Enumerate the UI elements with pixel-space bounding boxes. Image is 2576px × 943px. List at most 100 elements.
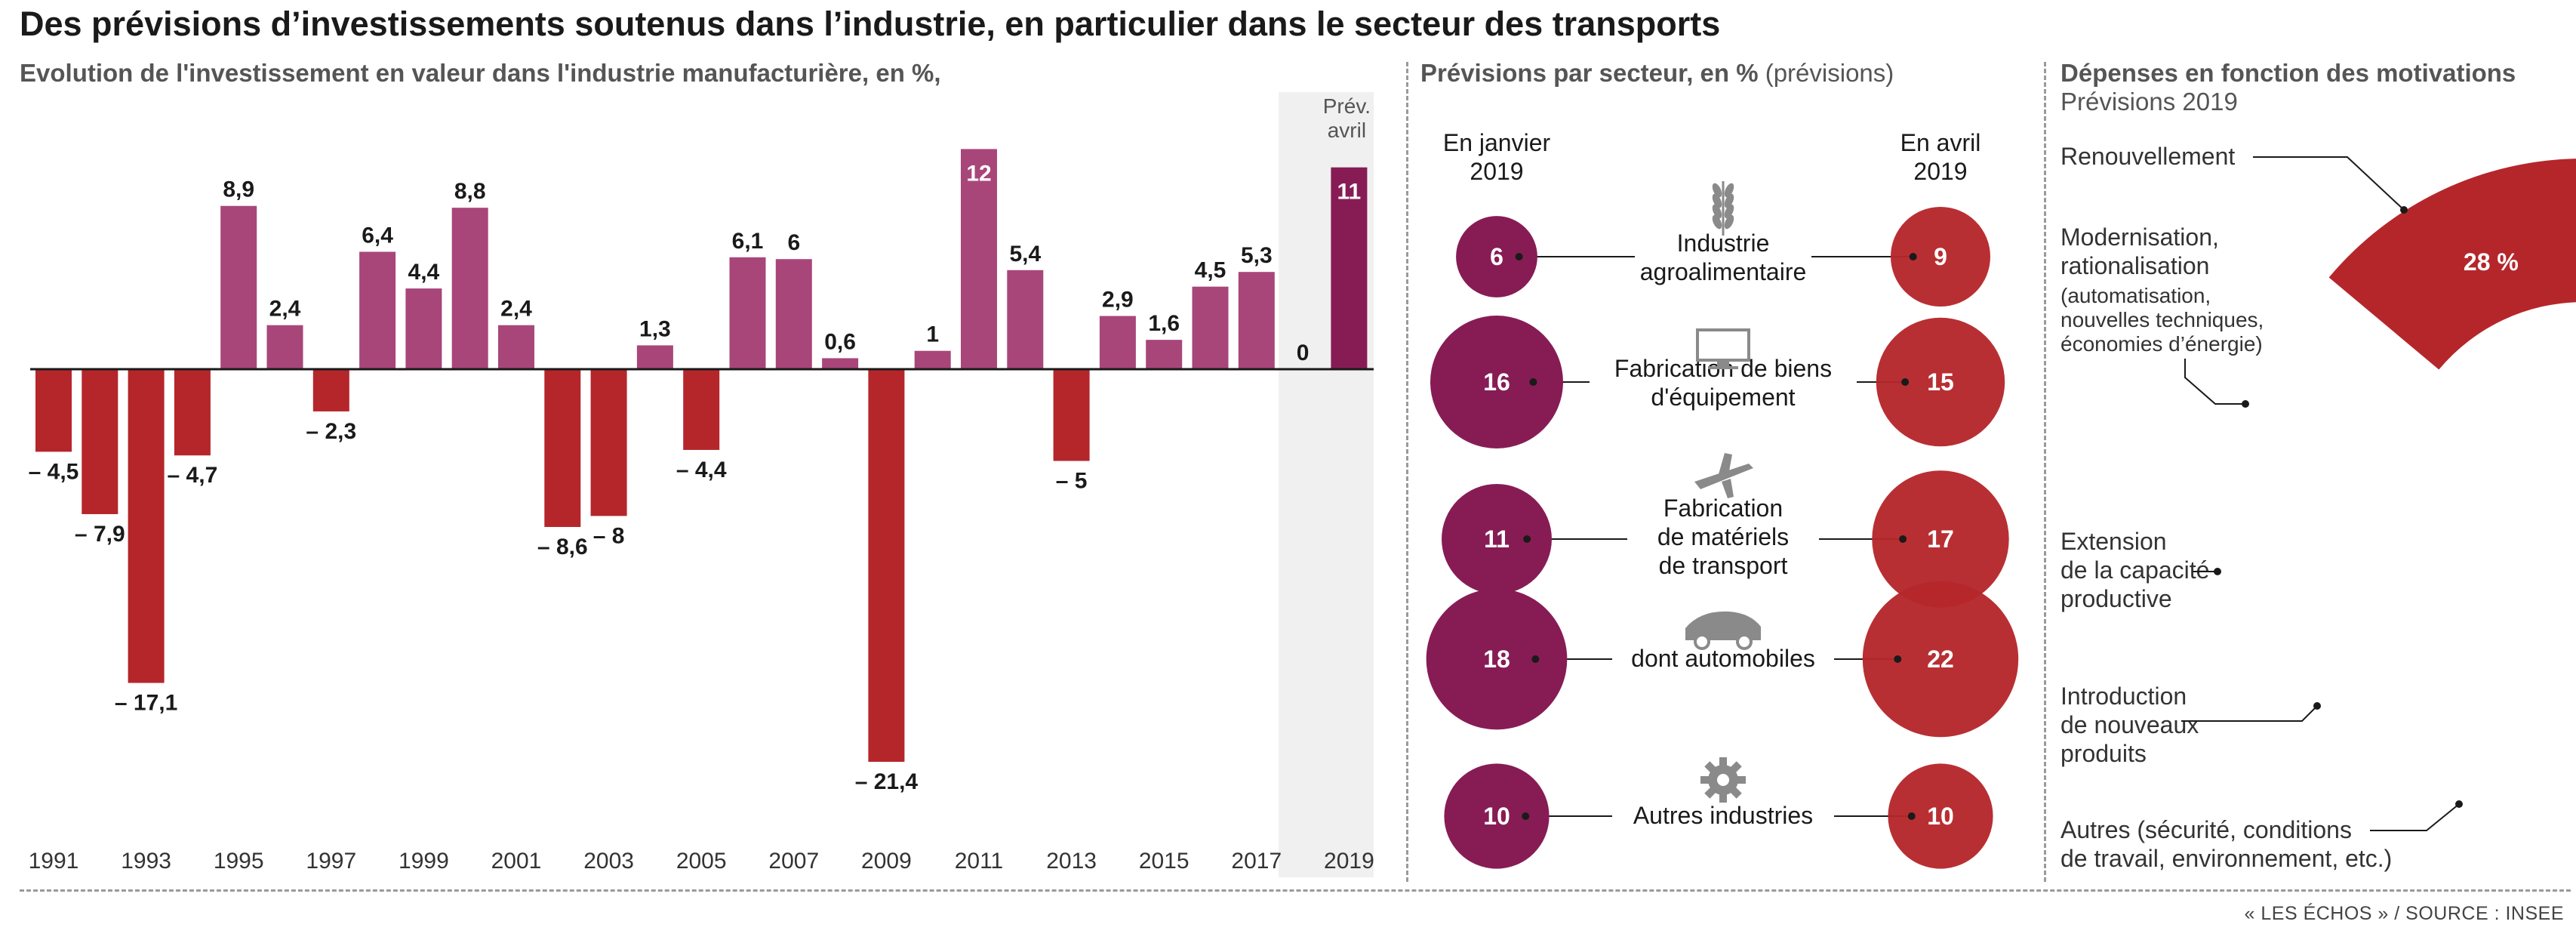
bubble-avril-0 — [1891, 207, 1990, 307]
bar-2010 — [914, 350, 951, 369]
x-tick-label-2009: 2009 — [861, 849, 912, 874]
bubble-value-avril-2: 17 — [1927, 525, 1954, 553]
donut-chart-subtitle-text: Prévisions 2019 — [2060, 88, 2238, 116]
donut-label-2-1: de la capacité — [2060, 556, 2209, 584]
column-header-janvier-line2: 2019 — [1470, 158, 1523, 185]
bar-value-label-2009: – 21,4 — [855, 769, 919, 794]
bubble-janvier-4 — [1444, 763, 1550, 869]
donut-label-2-2: productive — [2060, 585, 2172, 612]
bar-2004 — [636, 345, 673, 369]
bar-2003 — [590, 369, 627, 516]
connector-dot-left-1 — [1529, 378, 1537, 386]
car-icon-wheel — [1736, 633, 1753, 650]
x-tick-label-2017: 2017 — [1231, 849, 1282, 874]
donut-label-1-3: nouvelles techniques, — [2060, 308, 2264, 331]
bar-2002 — [544, 369, 581, 527]
forecast-note-line2: avril — [1328, 119, 1366, 142]
column-header-avril-line2: 2019 — [1913, 158, 1967, 185]
gear-icon-hole — [1717, 774, 1729, 786]
connector-dot-right-2 — [1899, 535, 1907, 543]
bubble-janvier-1 — [1430, 316, 1563, 448]
bubble-avril-3 — [1862, 581, 2019, 738]
bar-2019 — [1331, 167, 1368, 369]
sector-label-2-1: de matériels — [1657, 523, 1789, 550]
connector-dot-left-2 — [1523, 535, 1531, 543]
donut-label-1-0: Modernisation, — [2060, 223, 2219, 251]
column-header-avril-line1: En avril — [1900, 129, 1981, 156]
donut-label-0-0: Renouvellement — [2060, 143, 2235, 170]
footer-divider — [20, 889, 2571, 892]
donut-label-3-0: Introduction — [2060, 683, 2187, 710]
bubble-avril-2 — [1872, 470, 2009, 608]
monitor-icon-stand — [1717, 360, 1729, 366]
bar-value-label-2019: 11 — [1337, 180, 1362, 205]
bubble-janvier-2 — [1442, 484, 1552, 594]
x-tick-label-2015: 2015 — [1139, 849, 1190, 874]
wheat-icon-grain — [1712, 183, 1722, 198]
bar-value-label-2015: 1,6 — [1148, 311, 1180, 336]
bubble-value-janvier-0: 6 — [1490, 243, 1503, 270]
bar-1997 — [312, 369, 349, 411]
x-tick-label-1995: 1995 — [214, 849, 264, 874]
bar-2007 — [775, 259, 812, 369]
bubble-janvier-0 — [1456, 216, 1537, 297]
bar-value-label-2002: – 8,6 — [537, 535, 588, 559]
bar-value-label-1992: – 7,9 — [75, 522, 125, 547]
connector-dot-right-3 — [1894, 655, 1902, 663]
x-tick-label-2005: 2005 — [676, 849, 727, 874]
bar-2014 — [1099, 316, 1136, 369]
bar-1994 — [174, 369, 211, 456]
connector-dot-left-4 — [1522, 812, 1530, 820]
bubble-value-avril-0: 9 — [1934, 243, 1947, 270]
bubble-chart-title: Prévisions par secteur, en % (prévisions… — [1420, 59, 1894, 88]
bubble-janvier-3 — [1426, 588, 1568, 730]
bubble-value-avril-4: 10 — [1927, 803, 1954, 830]
gear-icon-tooth — [1719, 794, 1727, 803]
bar-2005 — [683, 369, 720, 450]
bar-2012 — [1007, 270, 1044, 369]
bar-value-label-1995: 8,9 — [223, 177, 254, 202]
panel-divider-1 — [1406, 62, 1408, 882]
wheat-icon-grain — [1724, 193, 1734, 208]
bar-value-label-2014: 2,9 — [1102, 288, 1134, 313]
bar-value-label-2012: 5,4 — [1009, 242, 1041, 267]
connector-dot-right-0 — [1909, 253, 1917, 260]
bar-2001 — [498, 325, 534, 369]
x-tick-label-1991: 1991 — [29, 849, 79, 874]
bar-2016 — [1192, 286, 1229, 369]
sector-label-0-1: agroalimentaire — [1640, 258, 1807, 285]
panel-divider-2 — [2044, 62, 2046, 882]
donut-leader-0 — [2253, 156, 2405, 211]
bar-value-label-2001: 2,4 — [500, 297, 532, 322]
bar-value-label-1994: – 4,7 — [168, 463, 218, 488]
bar-value-label-2004: 1,3 — [639, 316, 671, 341]
bubble-value-avril-3: 22 — [1927, 646, 1954, 673]
connector-dot-left-0 — [1515, 253, 1523, 260]
bubble-avril-4 — [1888, 763, 1993, 869]
bar-value-label-1997: – 2,3 — [306, 419, 356, 444]
bar-value-label-2013: – 5 — [1056, 469, 1088, 494]
bar-value-label-2000: 8,8 — [454, 179, 486, 204]
airplane-icon — [1694, 453, 1753, 498]
connector-dot-right-4 — [1907, 812, 1916, 820]
x-tick-label-2011: 2011 — [955, 849, 1004, 874]
bar-2013 — [1053, 369, 1090, 461]
bar-value-label-2017: 5,3 — [1241, 243, 1273, 268]
donut-label-1-4: économies d’énergie) — [2060, 332, 2263, 356]
bar-1998 — [359, 251, 396, 369]
wheat-icon-grain — [1712, 204, 1722, 219]
gear-icon-tooth — [1700, 776, 1710, 784]
x-tick-label-2019: 2019 — [1324, 849, 1374, 874]
forecast-note-line1: Prév. — [1323, 94, 1371, 118]
donut-leader-4 — [2370, 803, 2460, 831]
donut-label-1-1: rationalisation — [2060, 252, 2209, 279]
x-tick-label-2003: 2003 — [583, 849, 634, 874]
x-tick-label-2001: 2001 — [491, 849, 542, 874]
bar-value-label-2003: – 8 — [593, 523, 625, 548]
bar-2017 — [1238, 272, 1275, 369]
bar-value-label-2011: 12 — [966, 161, 991, 186]
bar-chart-title: Evolution de l'investissement en valeur … — [20, 59, 941, 88]
donut-chart-subtitle: Prévisions 2019 — [2060, 88, 2238, 116]
bar-value-label-1998: 6,4 — [362, 223, 393, 248]
bar-chart-title-text: Evolution de l'investissement en valeur … — [20, 59, 941, 87]
